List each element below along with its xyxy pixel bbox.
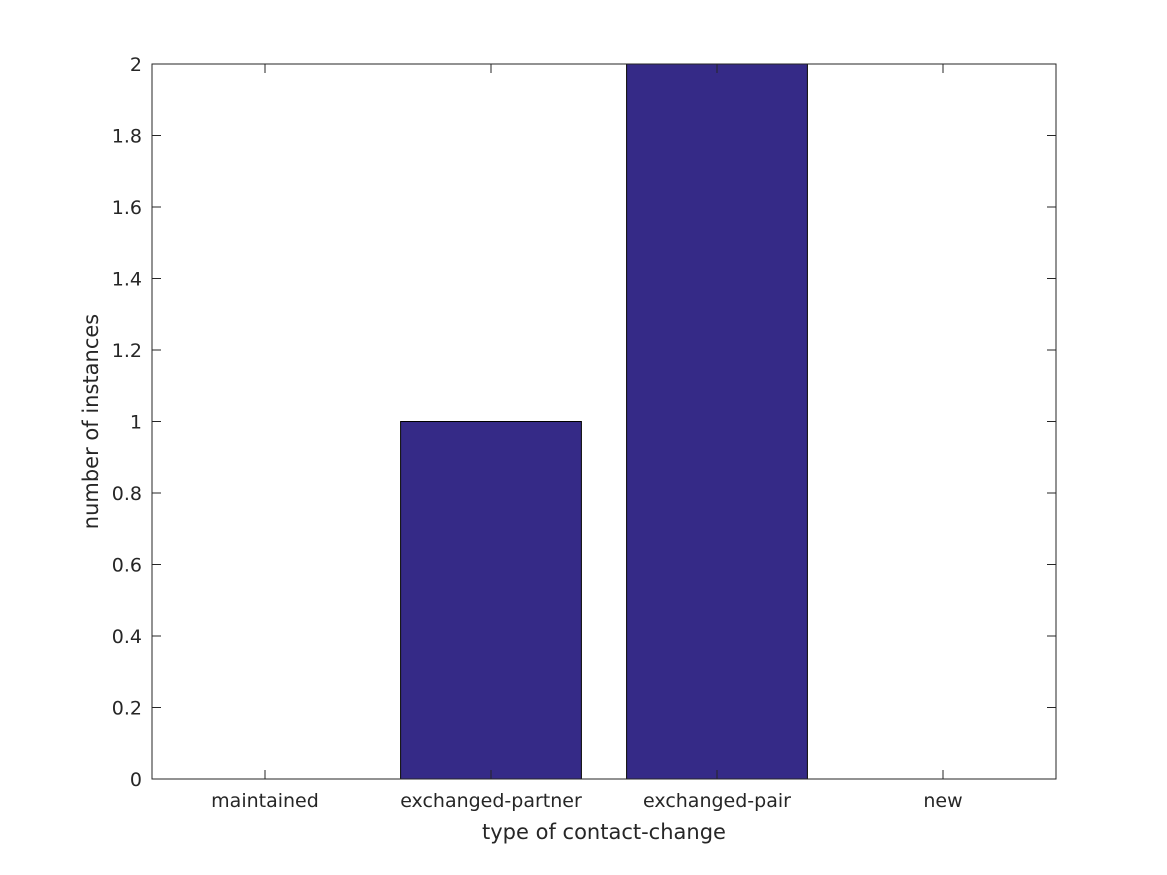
bars-group <box>400 63 808 780</box>
y-tick-label: 1.4 <box>112 269 142 291</box>
plot-area-frame <box>151 63 1057 780</box>
x-tick-label: exchanged-pair <box>643 790 791 812</box>
axis-ticks <box>152 63 1056 780</box>
y-axis-label: number of instances <box>79 314 103 529</box>
y-tick-label: 0.8 <box>112 483 142 505</box>
y-axis-tick-labels: 0 0.2 0.4 0.6 0.8 1 1.2 1.4 1.6 1.8 2 <box>112 54 142 791</box>
x-tick-label: exchanged-partner <box>400 790 582 812</box>
y-tick-label: 1 <box>130 412 142 434</box>
x-axis-tick-labels: maintained exchanged-partner exchanged-pai… <box>211 790 962 812</box>
bar-exchanged-partner <box>400 421 582 780</box>
bar-exchanged-pair <box>626 63 808 780</box>
x-tick-label: new <box>923 790 962 812</box>
x-tick-label: maintained <box>211 790 319 812</box>
y-tick-label: 1.6 <box>112 197 142 219</box>
y-tick-label: 0.6 <box>112 555 142 577</box>
y-tick-label: 0.4 <box>112 626 142 648</box>
y-tick-label: 0.2 <box>112 698 142 720</box>
x-axis-label: type of contact-change <box>482 820 726 844</box>
y-tick-label: 2 <box>130 54 142 76</box>
y-tick-label: 0 <box>130 769 142 791</box>
y-tick-label: 1.8 <box>112 126 142 148</box>
y-tick-label: 1.2 <box>112 340 142 362</box>
